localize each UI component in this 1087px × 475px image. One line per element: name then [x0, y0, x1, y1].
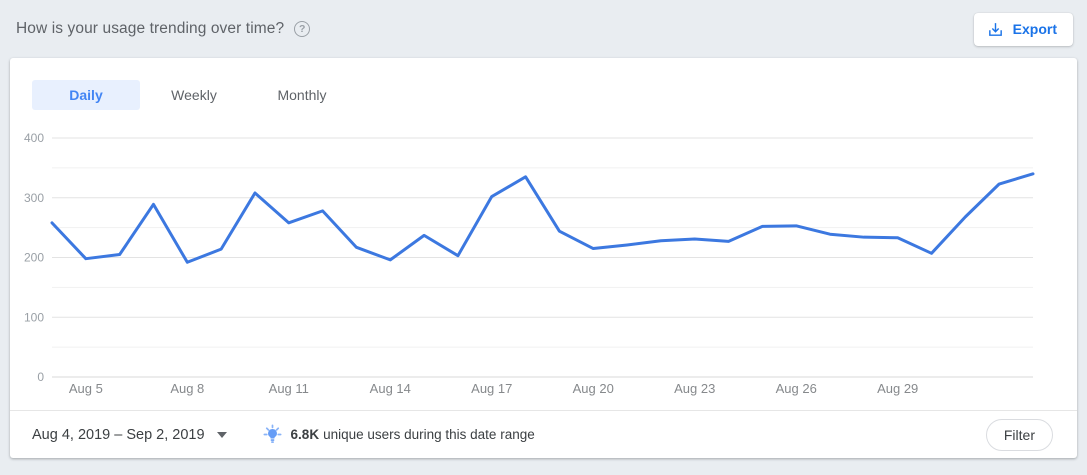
- tab-daily[interactable]: Daily: [32, 80, 140, 110]
- usage-card: Daily Weekly Monthly 0 100 200 300 400 Aug 5 A…: [10, 58, 1077, 458]
- y-axis-label: 0: [37, 370, 44, 384]
- interval-tabs: Daily Weekly Monthly: [10, 58, 1077, 110]
- usage-chart[interactable]: 0 100 200 300 400 Aug 5 Aug 8 Aug 11 Aug 14 Aug 1…: [10, 110, 1077, 410]
- y-axis-label: 200: [24, 251, 44, 265]
- tab-weekly-label: Weekly: [171, 87, 217, 103]
- x-axis-label: Aug 11: [269, 381, 309, 396]
- filter-button[interactable]: Filter: [985, 418, 1053, 451]
- usage-chart-svg[interactable]: 0 100 200 300 400 Aug 5 Aug 8 Aug 11 Aug 14 Aug 1…: [10, 110, 1075, 410]
- x-axis-label: Aug 20: [573, 381, 614, 396]
- tab-monthly-label: Monthly: [277, 87, 327, 103]
- x-axis-label: Aug 23: [674, 381, 715, 396]
- date-range-label: Aug 4, 2019 – Sep 2, 2019: [32, 426, 205, 443]
- x-axis-label: Aug 26: [776, 381, 817, 396]
- usage-trend-line: [50, 172, 1035, 264]
- lightbulb-icon: [261, 423, 284, 446]
- export-button[interactable]: Export: [973, 12, 1073, 46]
- y-axis-label: 300: [24, 191, 44, 205]
- unique-users-count: 6.8K: [290, 427, 320, 442]
- y-axis-label: 100: [24, 310, 44, 324]
- page-title: How is your usage trending over time?: [16, 20, 285, 37]
- unique-users-text: unique users during this date range: [323, 427, 535, 442]
- chevron-down-icon: [216, 431, 227, 438]
- tab-monthly[interactable]: Monthly: [248, 80, 356, 110]
- help-icon[interactable]: ?: [294, 21, 311, 37]
- x-axis-label: Aug 5: [69, 381, 103, 396]
- x-axis-label: Aug 29: [877, 381, 918, 396]
- x-axis-label: Aug 14: [370, 381, 411, 396]
- export-button-label: Export: [1012, 21, 1057, 37]
- y-axis-label: 400: [24, 131, 44, 145]
- x-axis-label: Aug 17: [471, 381, 512, 396]
- date-range-selector[interactable]: Aug 4, 2019 – Sep 2, 2019: [32, 427, 227, 443]
- x-axis-label: Aug 8: [170, 381, 204, 396]
- insight-note: 6.8K unique users during this date range: [261, 423, 535, 446]
- card-footer: Aug 4, 2019 – Sep 2, 2019: [10, 410, 1077, 458]
- download-icon: [987, 21, 1004, 38]
- header-bar: How is your usage trending over time? ? …: [0, 0, 1087, 58]
- tab-weekly[interactable]: Weekly: [140, 80, 248, 110]
- tab-daily-label: Daily: [69, 87, 103, 103]
